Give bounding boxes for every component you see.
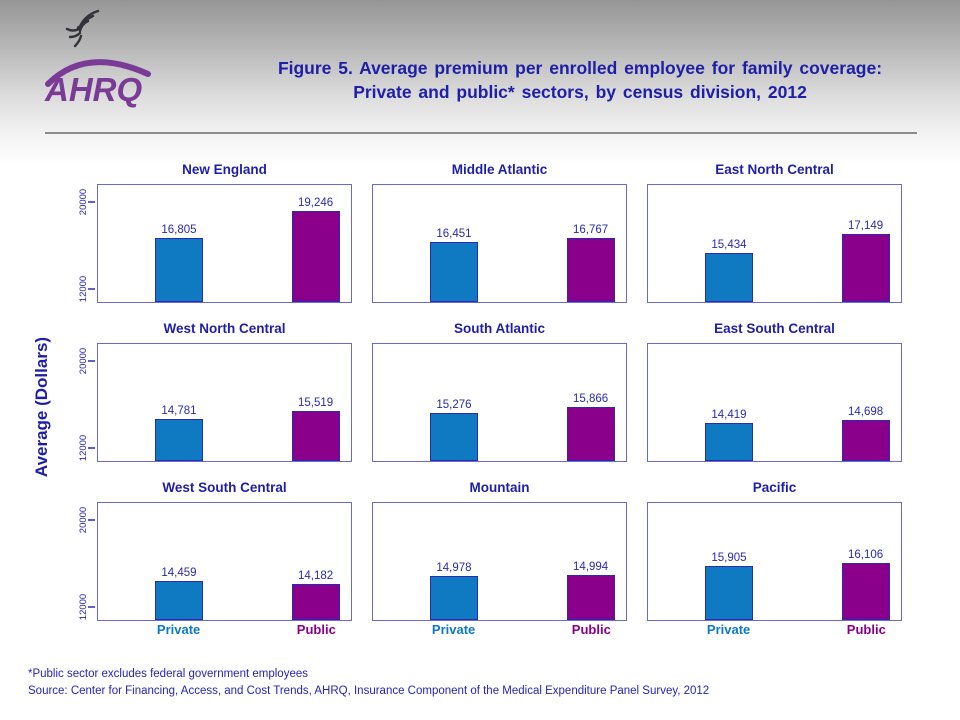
chart-panel-west-south-central: West South Central 14,459 14,182 12000 20000… (78, 478, 352, 637)
x-label-public: Public (296, 622, 336, 637)
chart-panel-west-north-central: West North Central 14,781 15,519 12000 20000 (78, 319, 352, 462)
footnote: *Public sector excludes federal governme… (28, 668, 308, 680)
y-tick-mark (88, 447, 95, 449)
y-tick-mark (88, 360, 95, 362)
y-tick-mark (88, 201, 95, 203)
x-label-public: Public (846, 622, 886, 637)
x-category-labels: Private Public (372, 622, 627, 642)
x-category-labels: Private Public (97, 622, 352, 642)
bar-private: 16,805 (154, 224, 203, 302)
x-label-private: Private (431, 622, 476, 637)
bar-value-label: 16,106 (847, 549, 884, 562)
bar-value-label: 15,276 (436, 399, 472, 412)
bar-public: 15,519 (291, 397, 340, 461)
plot-area: 14,781 15,519 (97, 343, 352, 462)
y-tick-mark (88, 519, 95, 521)
bar-value-label: 14,978 (436, 561, 472, 574)
chart-panel-south-atlantic: South Atlantic 15,276 15,866 (372, 319, 627, 462)
y-tick-mark (88, 606, 95, 608)
bar-private: 15,905 (704, 552, 753, 620)
x-label-private: Private (706, 622, 751, 637)
bar-value-label: 14,994 (572, 561, 609, 574)
y-axis: 12000 20000 (67, 343, 95, 461)
figure-title-line2: Private and public* sectors, by census d… (353, 82, 807, 102)
plot-area: 14,459 14,182 (97, 502, 352, 621)
plot-area: 16,805 19,246 (97, 184, 352, 303)
y-axis: 12000 20000 (67, 502, 95, 620)
hhs-eagle-icon (65, 9, 100, 48)
ahrq-logo: AHRQ (44, 6, 154, 110)
chart-panel-pacific: Pacific 15,905 16,106 Private Public (647, 478, 902, 637)
x-label-public: Public (571, 622, 611, 637)
y-axis-title: Average (Dollars) (32, 336, 51, 478)
figure-title-line1: Figure 5. Average premium per enrolled e… (277, 58, 883, 78)
plot-area: 14,419 14,698 (647, 343, 902, 462)
panel-title: Pacific (752, 480, 797, 495)
small-multiples-grid: New England 16,805 19,246 12000 20000 Middle … (78, 160, 902, 637)
bar-private: 15,434 (704, 239, 753, 302)
bar-value-label: 14,459 (161, 567, 197, 580)
bar-value-label: 17,149 (847, 220, 884, 232)
panel-title: Middle Atlantic (451, 162, 548, 177)
bar-private: 14,978 (429, 562, 478, 620)
plot-area: 15,905 16,106 (647, 502, 902, 621)
bar-value-label: 16,767 (572, 224, 609, 237)
panel-title: West South Central (162, 480, 287, 495)
bar-public: 19,246 (291, 197, 340, 302)
ahrq-wordmark: AHRQ (44, 59, 151, 108)
bar-value-label: 15,905 (711, 551, 747, 564)
chart-panel-mountain: Mountain 14,978 14,994 Private Public (372, 478, 627, 637)
chart-panel-new-england: New England 16,805 19,246 12000 20000 (78, 160, 352, 303)
source-line: Source: Center for Financing, Access, an… (28, 684, 710, 697)
header-separator-line (45, 132, 917, 134)
panel-title: South Atlantic (454, 321, 545, 336)
plot-area: 14,978 14,994 (372, 502, 627, 621)
bar-value-label: 14,182 (297, 570, 334, 583)
bar-private: 14,781 (154, 405, 203, 461)
plot-area: 16,451 16,767 (372, 184, 627, 303)
x-category-labels: Private Public (647, 622, 902, 642)
panel-title: New England (182, 162, 267, 177)
bar-private: 16,451 (429, 228, 478, 302)
bar-public: 17,149 (841, 220, 890, 302)
bar-public: 16,767 (566, 224, 615, 302)
y-axis: 12000 20000 (67, 184, 95, 302)
bar-public: 14,182 (291, 570, 340, 620)
chart-panel-east-north-central: East North Central 15,434 17,149 (647, 160, 902, 303)
panel-title: Mountain (469, 480, 530, 495)
x-label-private: Private (156, 622, 201, 637)
bar-public: 14,994 (566, 561, 615, 620)
figure-title: Figure 5. Average premium per enrolled e… (200, 56, 960, 104)
panel-title: West North Central (163, 321, 286, 336)
panel-title: East South Central (714, 321, 835, 336)
y-tick-mark (88, 288, 95, 290)
bar-public: 16,106 (841, 549, 890, 620)
bar-value-label: 16,451 (436, 227, 472, 240)
chart-panel-east-south-central: East South Central 14,419 14,698 (647, 319, 902, 462)
footer: *Public sector excludes federal governme… (28, 666, 709, 699)
bar-value-label: 15,519 (297, 396, 334, 409)
bar-value-label: 14,781 (161, 404, 197, 417)
bar-value-label: 15,434 (711, 238, 747, 251)
plot-area: 15,434 17,149 (647, 184, 902, 303)
ahrq-logo-text: AHRQ (44, 71, 142, 108)
bar-value-label: 15,866 (572, 393, 609, 405)
chart-panel-middle-atlantic: Middle Atlantic 16,451 16,767 (372, 160, 627, 303)
bar-private: 14,419 (704, 409, 753, 461)
panel-title: East North Central (715, 162, 834, 177)
bar-value-label: 19,246 (297, 197, 334, 210)
bar-value-label: 14,698 (847, 405, 884, 418)
header-gradient (0, 0, 960, 165)
plot-area: 15,276 15,866 (372, 343, 627, 462)
bar-value-label: 14,419 (711, 408, 747, 421)
bar-private: 14,459 (154, 567, 203, 620)
bar-value-label: 16,805 (161, 223, 197, 236)
bar-public: 14,698 (841, 406, 890, 461)
bar-private: 15,276 (429, 399, 478, 461)
bar-public: 15,866 (566, 393, 615, 461)
